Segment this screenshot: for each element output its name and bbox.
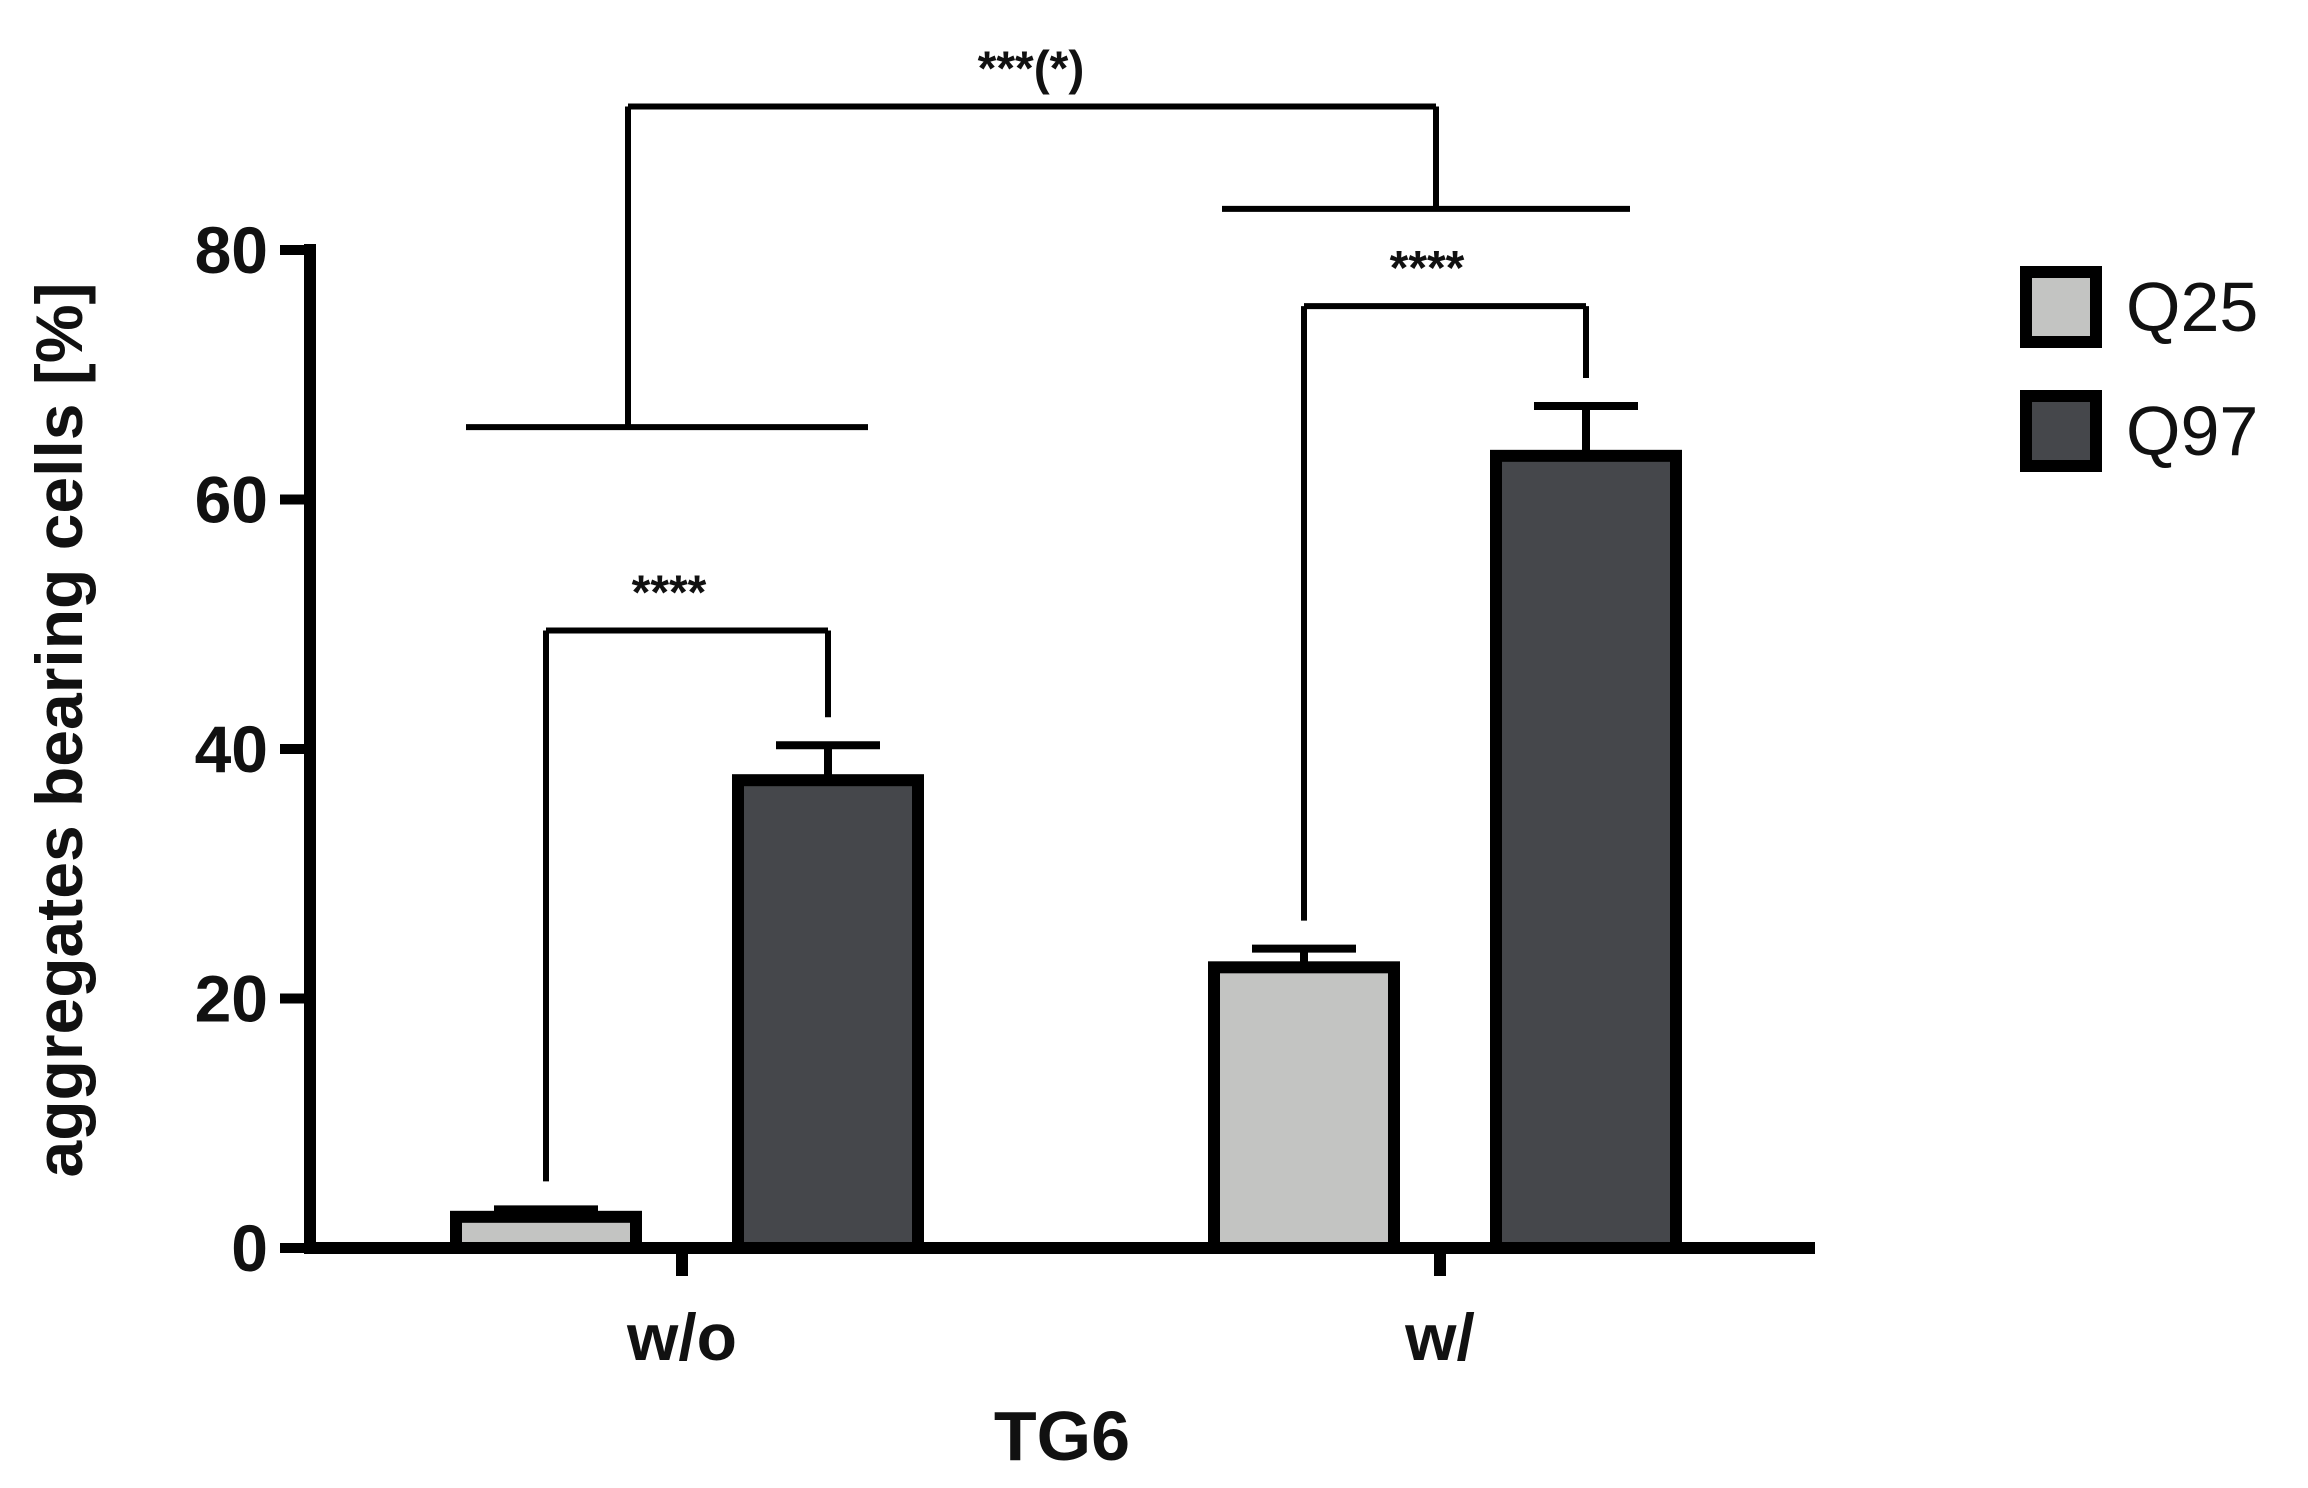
y-tick-label: 20 (195, 962, 268, 1036)
y-tick-label: 0 (231, 1211, 268, 1285)
bar-q25 (1208, 961, 1400, 1254)
significance-layer: **** **** ***(*) (466, 43, 1630, 1182)
bar-q97 (1490, 449, 1682, 1254)
y-ticks-layer: 0 20 40 60 80 (195, 213, 310, 1285)
sig-label: **** (1390, 242, 1465, 295)
legend-label-q25: Q25 (2126, 268, 2258, 346)
sig-label-between: ***(*) (978, 43, 1085, 96)
legend: Q25 Q97 (2020, 266, 2258, 472)
x-axis-label: TG6 (994, 1397, 1130, 1475)
y-axis-label: aggregates bearing cells [%] (22, 283, 96, 1178)
legend-label-q97: Q97 (2126, 392, 2258, 470)
y-tick-label: 40 (195, 712, 268, 786)
x-tick-label: w/o (626, 1300, 737, 1374)
y-tick-label: 60 (195, 463, 268, 537)
bar-q97 (732, 774, 924, 1254)
legend-swatch-q25 (2020, 266, 2102, 348)
error-bars-layer (494, 401, 1638, 1217)
x-tick-label: w/ (1404, 1300, 1475, 1374)
legend-swatch-q97 (2020, 390, 2102, 472)
y-tick-label: 80 (195, 213, 268, 287)
x-ticks-layer: w/o w/ (626, 1248, 1475, 1374)
sig-label: **** (632, 566, 707, 619)
